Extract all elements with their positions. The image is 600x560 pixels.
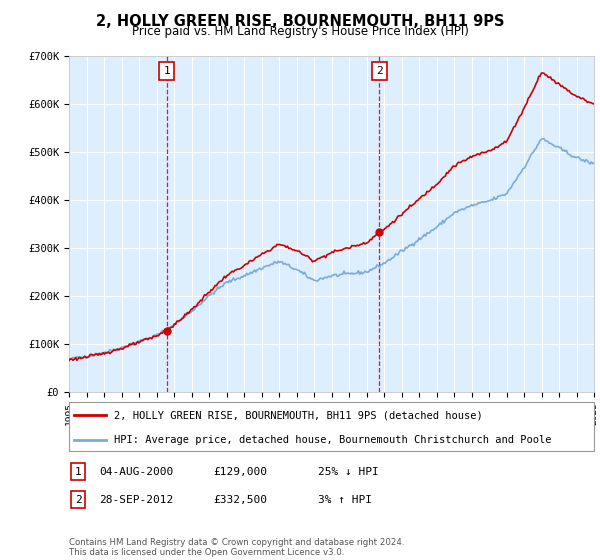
- Text: 3% ↑ HPI: 3% ↑ HPI: [318, 494, 372, 505]
- Text: 28-SEP-2012: 28-SEP-2012: [99, 494, 173, 505]
- Text: 2: 2: [74, 494, 82, 505]
- Text: 1: 1: [163, 66, 170, 76]
- Text: 1: 1: [74, 466, 82, 477]
- Text: 25% ↓ HPI: 25% ↓ HPI: [318, 466, 379, 477]
- Text: 2, HOLLY GREEN RISE, BOURNEMOUTH, BH11 9PS (detached house): 2, HOLLY GREEN RISE, BOURNEMOUTH, BH11 9…: [113, 410, 482, 421]
- FancyBboxPatch shape: [69, 402, 594, 451]
- Text: HPI: Average price, detached house, Bournemouth Christchurch and Poole: HPI: Average price, detached house, Bour…: [113, 435, 551, 445]
- Text: Price paid vs. HM Land Registry's House Price Index (HPI): Price paid vs. HM Land Registry's House …: [131, 25, 469, 38]
- Text: £332,500: £332,500: [213, 494, 267, 505]
- Text: 04-AUG-2000: 04-AUG-2000: [99, 466, 173, 477]
- Text: 2: 2: [376, 66, 383, 76]
- Text: £129,000: £129,000: [213, 466, 267, 477]
- Text: Contains HM Land Registry data © Crown copyright and database right 2024.
This d: Contains HM Land Registry data © Crown c…: [69, 538, 404, 557]
- Text: 2, HOLLY GREEN RISE, BOURNEMOUTH, BH11 9PS: 2, HOLLY GREEN RISE, BOURNEMOUTH, BH11 9…: [96, 14, 504, 29]
